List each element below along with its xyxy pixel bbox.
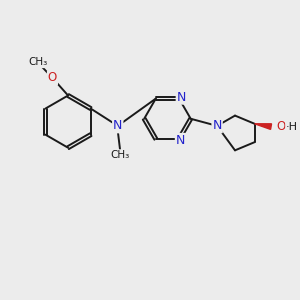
Text: CH₃: CH₃ xyxy=(110,150,130,160)
Text: N: N xyxy=(113,119,122,132)
Polygon shape xyxy=(255,124,272,129)
Text: ·H: ·H xyxy=(286,122,298,132)
Text: N: N xyxy=(177,91,186,104)
Text: N: N xyxy=(176,134,185,147)
Text: O: O xyxy=(48,71,57,84)
Text: O: O xyxy=(276,120,285,133)
Text: CH₃: CH₃ xyxy=(28,57,47,67)
Text: N: N xyxy=(212,119,222,132)
